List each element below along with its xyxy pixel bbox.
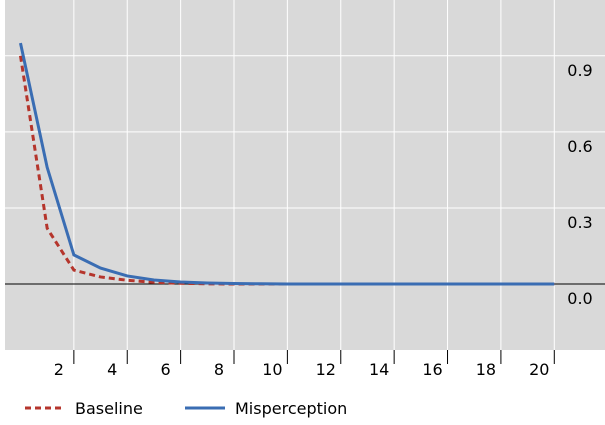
plot-area (5, 0, 605, 350)
x-tick-label: 16 (422, 360, 442, 379)
legend-label: Misperception (235, 399, 347, 418)
x-tick-label: 6 (161, 360, 171, 379)
x-tick-label: 12 (316, 360, 336, 379)
x-tick-label: 2 (54, 360, 64, 379)
series-line (19, 42, 555, 286)
y-tick-label: 0.3 (567, 213, 592, 232)
series-line (18, 55, 555, 286)
legend-label: Baseline (75, 399, 143, 418)
x-tick-label: 18 (476, 360, 496, 379)
y-tick-label: 0.6 (567, 137, 592, 156)
x-tick-label: 10 (262, 360, 282, 379)
x-tick-label: 14 (369, 360, 389, 379)
x-tick-label: 20 (529, 360, 549, 379)
y-tick-label: 0.0 (567, 289, 592, 308)
y-tick-label: 0.9 (567, 61, 592, 80)
x-tick-label: 8 (214, 360, 224, 379)
x-tick-label: 4 (107, 360, 117, 379)
